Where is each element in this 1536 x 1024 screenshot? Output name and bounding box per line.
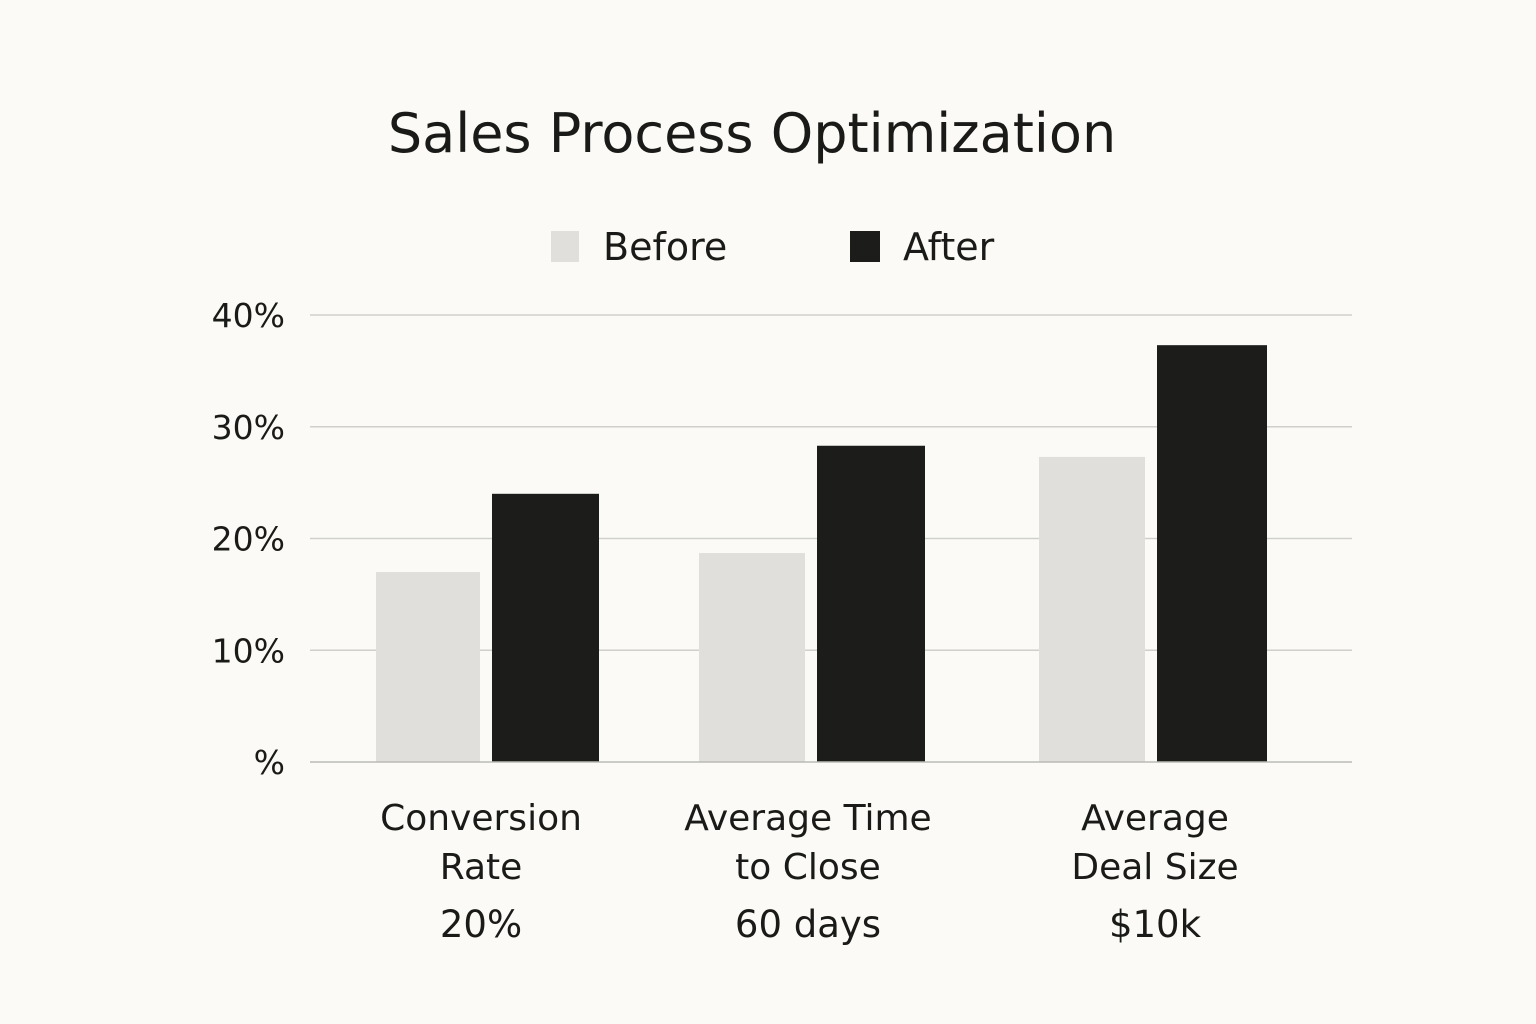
category-label: Conversion [380,798,582,839]
legend-swatch-before [551,231,579,262]
y-tick-label: 30% [212,408,285,447]
bar-before [1039,456,1145,762]
category-label: Average Time [684,798,931,839]
category-label: Average [1081,798,1229,839]
y-axis-ticks: % 10% 20% 30% 40% [212,296,285,782]
category-label: Rate [440,847,523,888]
x-axis-labels: Conversion Rate 20% Average Time to Close 60 … [380,798,1239,946]
category-value-label: $10k [1109,903,1202,946]
legend-swatch-after [850,231,880,262]
category-value-label: 60 days [735,903,881,946]
chart-title: Sales Process Optimization [388,102,1116,165]
category-value-label: 20% [440,903,522,946]
category-label: to Close [735,847,881,888]
y-tick-label: 40% [212,296,285,335]
legend-label-after: After [903,225,995,269]
bars [376,345,1267,762]
y-tick-label: 20% [212,520,285,559]
bar-after [492,493,599,762]
y-tick-label: % [254,743,285,782]
bar-before [376,572,480,762]
bar-after [1157,345,1267,762]
bar-after [817,445,925,762]
legend: Before After [551,225,995,269]
bar-before [699,553,805,762]
category-label: Deal Size [1071,847,1238,888]
y-tick-label: 10% [212,631,285,670]
legend-label-before: Before [603,225,727,269]
